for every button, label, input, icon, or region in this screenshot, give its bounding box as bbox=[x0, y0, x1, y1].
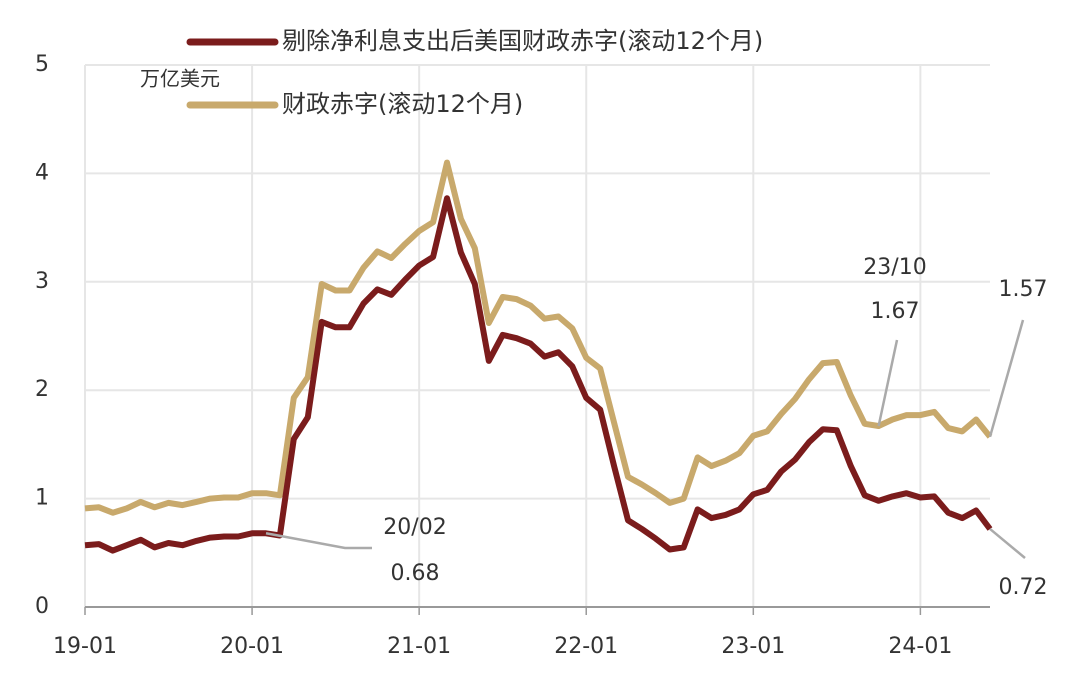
legend-label: 剔除净利息支出后美国财政赤字(滚动12个月) bbox=[282, 27, 763, 55]
data-label: 1.67 bbox=[871, 299, 920, 324]
leader-line bbox=[988, 319, 1025, 438]
leader-line bbox=[877, 339, 899, 427]
x-tick-label: 21-01 bbox=[387, 634, 451, 659]
y-tick-label: 1 bbox=[35, 486, 49, 511]
y-tick-label: 3 bbox=[35, 269, 49, 294]
y-tick-label: 4 bbox=[35, 160, 49, 185]
data-label: 0.68 bbox=[391, 561, 440, 586]
x-tick-label: 23-01 bbox=[721, 634, 785, 659]
series-line bbox=[84, 195, 993, 554]
data-label: 0.72 bbox=[999, 575, 1048, 600]
x-tick-label: 24-01 bbox=[888, 634, 952, 659]
leader-line bbox=[265, 532, 372, 550]
y-tick-label: 2 bbox=[35, 377, 49, 402]
x-tick-label: 22-01 bbox=[554, 634, 618, 659]
annotation-date: 23/10 bbox=[863, 255, 926, 280]
y-tick-label: 5 bbox=[35, 52, 49, 77]
annotation-date: 20/02 bbox=[383, 515, 446, 540]
y-axis-label: 万亿美元 bbox=[140, 67, 220, 91]
legend-label: 财政赤字(滚动12个月) bbox=[282, 90, 523, 118]
series-line bbox=[84, 159, 993, 516]
leader-line bbox=[989, 527, 1026, 559]
data-label: 1.57 bbox=[999, 277, 1048, 302]
x-tick-label: 20-01 bbox=[220, 634, 284, 659]
x-tick-label: 19-01 bbox=[53, 634, 117, 659]
y-tick-label: 0 bbox=[35, 594, 49, 619]
